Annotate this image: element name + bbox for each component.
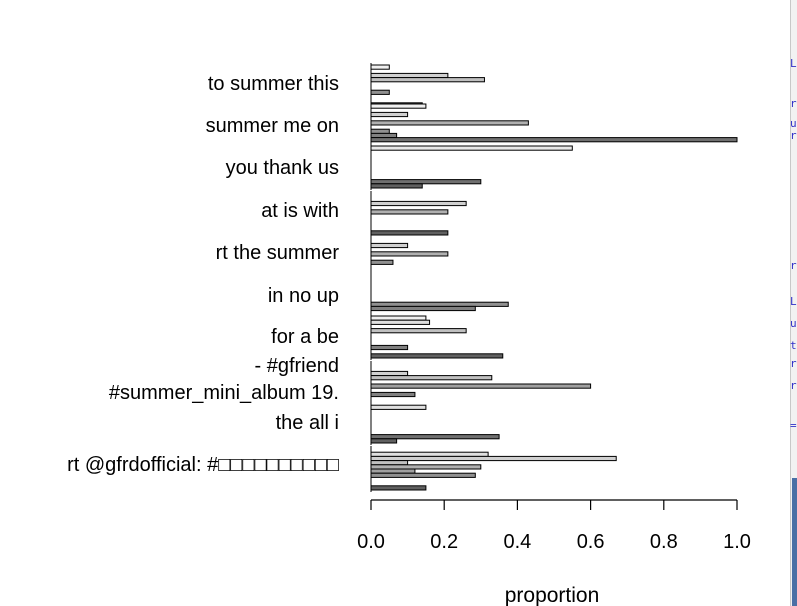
category-label: rt @gfrdofficial: #□□□□□□□□□□ (67, 454, 339, 476)
bar (370, 64, 390, 70)
category-label: to summer this (208, 73, 339, 95)
bar (370, 128, 390, 134)
bar (370, 438, 398, 444)
edge-glyph: u (790, 117, 797, 130)
edge-glyph: L (790, 295, 797, 308)
bar (370, 301, 509, 307)
bar (370, 77, 485, 83)
bar (370, 451, 489, 457)
bars-group (370, 64, 738, 491)
bar (370, 259, 394, 265)
bar (370, 328, 467, 334)
category-label: #summer_mini_album 19. (109, 382, 339, 404)
x-tick-label: 0.0 (357, 531, 385, 553)
bar (370, 137, 738, 143)
edge-glyph: r (790, 357, 797, 370)
bar (370, 370, 409, 377)
category-label: you thank us (226, 157, 339, 179)
x-axis: 0.0 0.2 0.4 0.6 0.8 1.0 (357, 63, 751, 553)
adjacent-window-accent (792, 478, 797, 606)
bar (370, 242, 409, 249)
bar (370, 103, 427, 109)
bar (370, 455, 617, 462)
bar (370, 72, 449, 79)
adjacent-window-edge (790, 0, 797, 606)
x-axis-label: proportion (505, 584, 600, 606)
category-labels: to summer this summer me on you thank us at… (67, 73, 339, 476)
bar (370, 305, 476, 312)
bar (370, 344, 409, 351)
x-tick-label: 0.8 (650, 531, 678, 553)
category-label: the all i (276, 412, 339, 434)
bar (370, 375, 493, 381)
category-label: - #gfriend (255, 355, 340, 377)
bar (370, 485, 427, 491)
bar (370, 230, 449, 236)
bar (370, 200, 467, 207)
category-label: at is with (261, 200, 339, 222)
edge-glyph: r (790, 259, 797, 272)
x-tick-label: 0.6 (577, 531, 605, 553)
bar (370, 89, 390, 95)
category-label: for a be (271, 326, 339, 348)
edge-glyph: t (790, 339, 797, 352)
category-label: in no up (268, 285, 339, 307)
category-label: rt the summer (216, 242, 340, 264)
edge-glyph: r (790, 129, 797, 142)
bar (370, 434, 500, 440)
x-tick-label: 1.0 (723, 531, 751, 553)
bar (370, 391, 416, 398)
edge-glyph: r (790, 97, 797, 110)
x-tick-label: 0.2 (430, 531, 458, 553)
bar (370, 120, 529, 126)
edge-glyph: r (790, 379, 797, 392)
bar (370, 183, 423, 189)
bar (370, 472, 476, 478)
edge-glyph: L (790, 57, 797, 70)
bar (370, 353, 504, 359)
bar (370, 179, 482, 185)
bar (370, 209, 449, 215)
edge-glyph: = (790, 419, 797, 432)
bar (370, 315, 427, 321)
bar (370, 251, 449, 257)
x-tick-label: 0.4 (503, 531, 531, 553)
bar (370, 319, 431, 325)
bar (370, 464, 482, 470)
bar (370, 111, 409, 118)
bar (370, 132, 398, 139)
edge-glyph: u (790, 317, 797, 330)
bar (370, 383, 592, 389)
bar (370, 460, 409, 466)
bar (370, 145, 573, 151)
category-label: summer me on (206, 115, 339, 137)
bar (370, 468, 416, 474)
bar (370, 404, 427, 410)
